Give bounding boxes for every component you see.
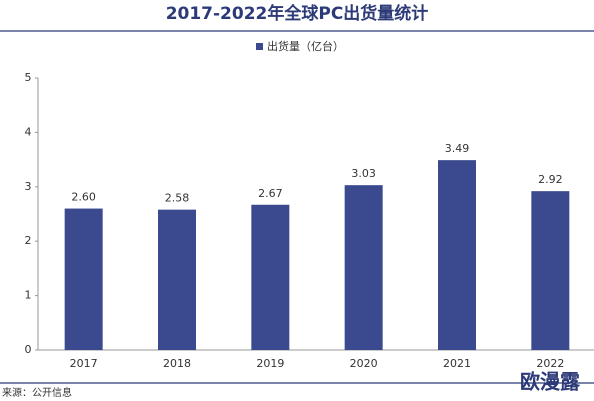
bar [158,209,196,350]
y-tick-label: 5 [25,71,32,84]
y-tick-label: 2 [25,234,32,247]
bar [531,191,570,350]
y-tick-label: 3 [25,180,32,193]
value-label: 2.58 [165,192,190,205]
x-tick-label: 2022 [536,357,564,370]
x-tick-label: 2019 [256,357,284,370]
y-tick-label: 4 [25,125,32,138]
y-tick-label: 1 [25,289,32,302]
value-label: 3.49 [445,142,470,155]
source-note: 来源：公开信息 [2,386,72,399]
x-tick-label: 2021 [443,357,471,370]
legend-swatch [256,43,263,50]
bar [344,185,383,350]
value-label: 2.92 [538,173,563,186]
value-label: 2.67 [258,187,283,200]
bar [64,208,103,350]
value-label: 3.03 [351,167,376,180]
x-tick-label: 2018 [163,357,191,370]
watermark: 欧漫露 [520,370,581,394]
x-tick-label: 2020 [350,357,378,370]
bar [251,204,290,350]
y-tick-label: 0 [25,343,32,356]
legend-label: 出货量（亿台） [267,39,344,53]
value-label: 2.60 [71,191,96,204]
bar [438,160,476,350]
x-tick-label: 2017 [70,357,98,370]
chart-title: 2017-2022年全球PC出货量统计 [166,3,429,24]
